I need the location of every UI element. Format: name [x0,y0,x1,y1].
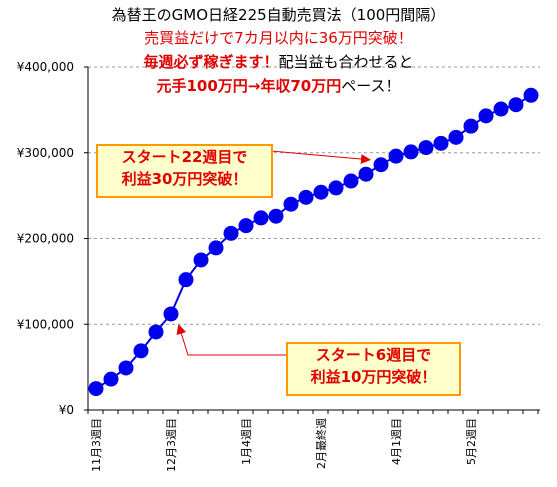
x-tick-label: 12月3週目 [165,418,178,472]
data-point [508,97,524,113]
y-tick-label: ¥300,000 [17,146,74,160]
callout-week6-line2: 利益10万円突破！ [310,368,437,386]
data-point [478,108,494,124]
callout-week6-line1: スタート6週目で [315,346,432,364]
data-point [148,324,164,340]
yield-emphasis: 元手100万円→年収70万円 [156,77,342,95]
arrow-layer [176,150,371,356]
chart-subtitle-profit: 売買益だけで7カ月以内に36万円突破！ [144,29,413,47]
series-layer [88,87,539,397]
y-tick-label: ¥400,000 [17,60,74,74]
data-point [283,196,299,212]
data-point [208,240,224,256]
x-tick-label: 4月1週目 [390,418,403,465]
data-point [193,252,209,268]
x-tick-label: 5月2週目 [465,418,478,465]
data-point [448,129,464,145]
arrow-week22 [270,150,371,165]
y-tick-label: ¥0 [59,403,74,417]
data-point [103,371,119,387]
data-point [163,306,179,322]
callout-week22-line2: 利益30万円突破！ [121,170,248,188]
data-point [328,180,344,196]
data-point [238,218,254,234]
axis-layer: ¥0 ¥100,000 ¥200,000 ¥300,000 ¥400,000 11月3週目… [17,60,540,472]
y-tick-label: ¥200,000 [17,232,74,246]
x-tick-label: 2月最終週 [314,418,328,469]
data-point [463,118,479,134]
data-point [298,189,314,205]
data-point [253,210,269,226]
data-point [493,101,509,117]
data-point [373,157,389,173]
data-point [133,343,149,359]
x-tick-label: 1月4週目 [240,418,253,465]
data-point [343,173,359,189]
y-tick-label: ¥100,000 [17,317,74,331]
weekly-emphasis: 毎週必ず稼ぎます！ [143,53,279,71]
data-point [88,381,104,397]
data-point [178,272,194,288]
data-point [118,360,134,376]
arrow-week6 [176,324,288,356]
data-point [313,184,329,200]
callout-week22: スタート22週目で 利益30万円突破！ [96,144,273,198]
callout-week22-line1: スタート22週目で [121,148,248,166]
data-point [223,225,239,241]
data-point [268,208,284,224]
chart-subtitle-weekly: 毎週必ず稼ぎます！配当益も合わせると [0,53,557,72]
x-tick-label: 11月3週目 [90,418,103,472]
chart-subtitle-yield: 元手100万円→年収70万円ペース！ [0,77,557,96]
weekly-rest: 配当益も合わせると [278,53,414,71]
data-point [358,166,374,182]
data-point [433,135,449,151]
data-point [418,140,434,156]
chart-title: 為替王のGMO日経225自動売買法（100円間隔） [111,6,446,24]
yield-rest: ペース！ [341,77,401,95]
data-point [388,148,404,164]
data-point [523,87,539,103]
callout-week6: スタート6週目で 利益10万円突破！ [286,342,461,396]
data-point [403,144,419,160]
